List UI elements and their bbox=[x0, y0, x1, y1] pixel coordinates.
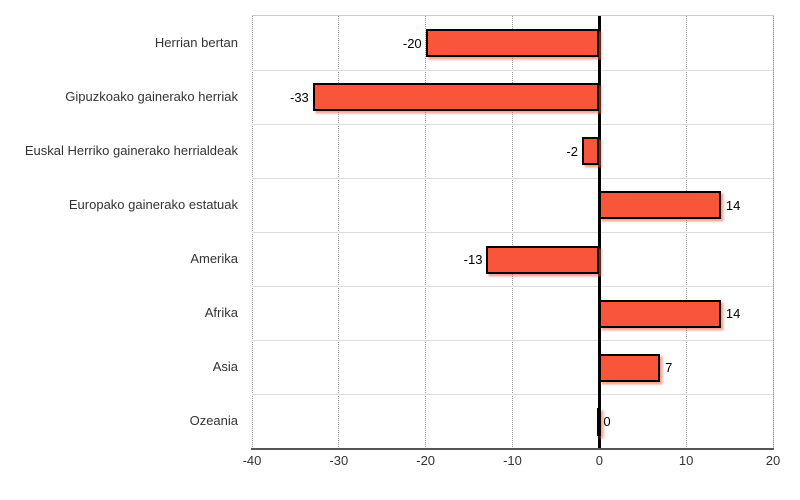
category-label: Euskal Herriko gainerako herrialdeak bbox=[24, 142, 238, 158]
bar-value-label: -2 bbox=[566, 143, 578, 159]
bar-value-label: 14 bbox=[725, 197, 741, 213]
bar bbox=[312, 83, 600, 112]
bar bbox=[597, 407, 602, 436]
row-separator bbox=[252, 286, 773, 288]
row-separator bbox=[252, 123, 773, 125]
row-separator bbox=[252, 232, 773, 233]
x-tick-label: -30 bbox=[329, 453, 349, 468]
category-label: Afrika bbox=[204, 305, 238, 321]
plot-area: -20 -33 -2 14 -13 14 7 0 bbox=[251, 15, 774, 449]
bar bbox=[486, 245, 600, 274]
zero-axis-line bbox=[597, 16, 601, 449]
x-axis-line bbox=[251, 448, 774, 450]
y-axis-labels: Herrian bertan Gipuzkoako gainerako herri… bbox=[0, 15, 238, 448]
row-separator bbox=[252, 177, 773, 179]
row-separator bbox=[252, 394, 773, 396]
bar bbox=[581, 137, 600, 166]
category-label: Ozeania bbox=[189, 413, 238, 429]
bar-value-label: -33 bbox=[289, 89, 309, 105]
category-label: Gipuzkoako gainerako herriak bbox=[65, 88, 238, 104]
bar-value-label: -13 bbox=[463, 252, 483, 268]
category-label: Amerika bbox=[190, 251, 238, 267]
bar bbox=[599, 353, 661, 382]
x-tick-label: -20 bbox=[416, 453, 436, 468]
bar-value-label: -20 bbox=[402, 35, 422, 51]
row-separator bbox=[252, 69, 773, 71]
bar-value-label: 0 bbox=[603, 414, 611, 430]
bar-value-label: 7 bbox=[665, 360, 673, 376]
row-separator bbox=[252, 340, 773, 342]
x-tick-label: 10 bbox=[678, 453, 694, 468]
bar bbox=[599, 191, 721, 220]
bar bbox=[599, 299, 721, 328]
x-tick-label: -10 bbox=[503, 453, 522, 468]
category-label: Herrian bertan bbox=[154, 34, 238, 50]
bar-value-label: 14 bbox=[725, 306, 741, 322]
x-tick-label: 20 bbox=[765, 453, 781, 468]
bar bbox=[425, 29, 600, 58]
x-tick-label: 0 bbox=[595, 453, 603, 468]
x-tick-label: -40 bbox=[242, 453, 262, 468]
category-label: Europako gainerako estatuak bbox=[68, 196, 238, 212]
gridline bbox=[772, 16, 774, 449]
category-label: Asia bbox=[212, 359, 238, 375]
